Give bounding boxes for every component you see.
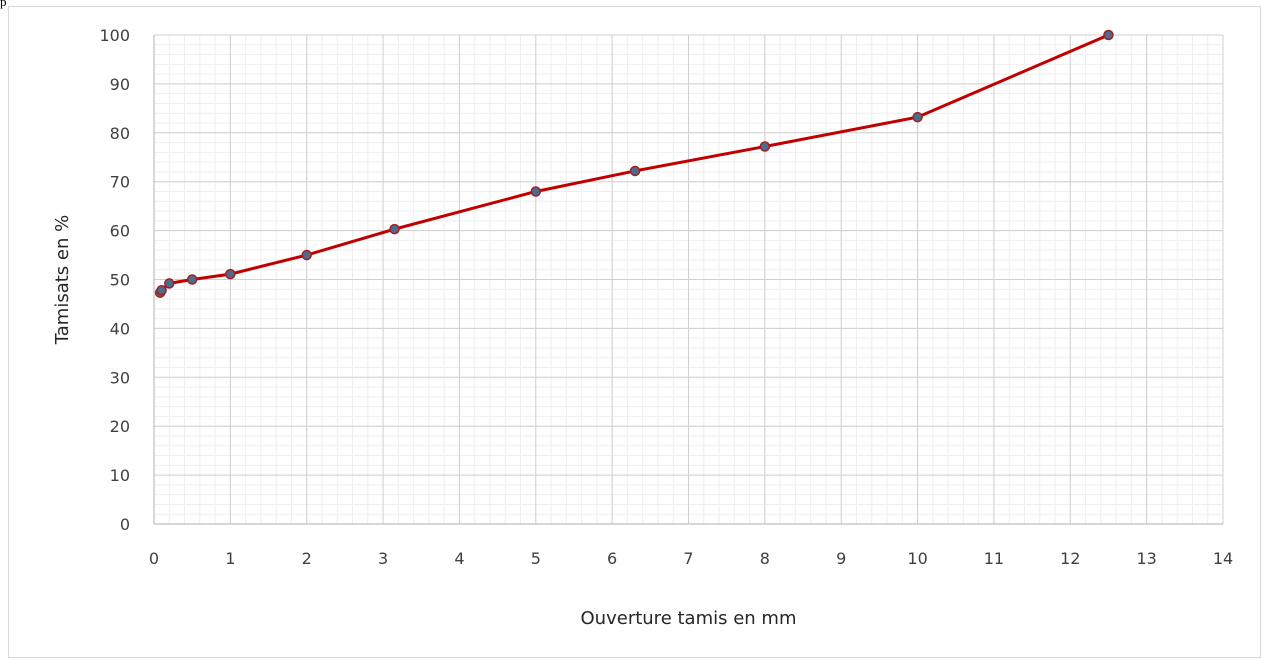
x-tick-label: 7: [683, 549, 693, 568]
corner-text: p: [0, 0, 7, 9]
y-tick-label: 10: [110, 466, 130, 485]
x-tick-label: 11: [984, 549, 1004, 568]
grid: [153, 34, 1224, 525]
x-tick-label: 8: [760, 549, 770, 568]
data-point: [912, 111, 923, 123]
data-point: [389, 223, 400, 235]
data-point: [186, 274, 198, 285]
x-tick-label: 1: [225, 549, 235, 568]
y-tick-label: 40: [110, 319, 130, 338]
y-tick-label: 70: [110, 173, 130, 192]
data-point: [156, 285, 167, 296]
x-tick-label: 9: [836, 549, 846, 568]
x-tick-label: 13: [1136, 549, 1156, 568]
y-tick-label: 50: [110, 271, 130, 290]
x-axis-title: Ouverture tamis en mm: [581, 608, 797, 629]
y-tick-label: 20: [110, 417, 130, 436]
data-point: [759, 141, 771, 152]
tick-labels: 0 1 2 3 4 5 6 7 8 9 10 11 12 13 1401020304050607080901…: [99, 26, 1233, 568]
x-tick-label: 5: [531, 549, 541, 568]
x-tick-label: 0: [149, 549, 159, 568]
x-tick-label: 4: [454, 549, 464, 568]
data-point: [1103, 29, 1114, 41]
y-tick-label: 100: [99, 26, 130, 45]
x-tick-label: 3: [378, 549, 388, 568]
data-point: [225, 268, 236, 280]
x-tick-label: 12: [1060, 549, 1080, 568]
series: [154, 29, 1114, 298]
data-point: [164, 278, 175, 289]
data-point: [629, 165, 641, 177]
x-tick-label: 10: [907, 549, 927, 568]
y-tick-label: 0: [120, 515, 130, 534]
x-tick-label: 2: [302, 549, 312, 568]
x-tick-label: 14: [1213, 549, 1233, 568]
y-axis-title: Tamisats en %: [52, 215, 73, 345]
y-tick-label: 80: [110, 124, 130, 143]
chart-frame: [8, 6, 1261, 658]
y-tick-label: 60: [110, 222, 130, 241]
data-point: [530, 186, 542, 197]
y-tick-label: 30: [110, 368, 130, 387]
data-point: [301, 249, 312, 261]
x-tick-label: 6: [607, 549, 617, 568]
y-tick-label: 90: [110, 75, 130, 94]
